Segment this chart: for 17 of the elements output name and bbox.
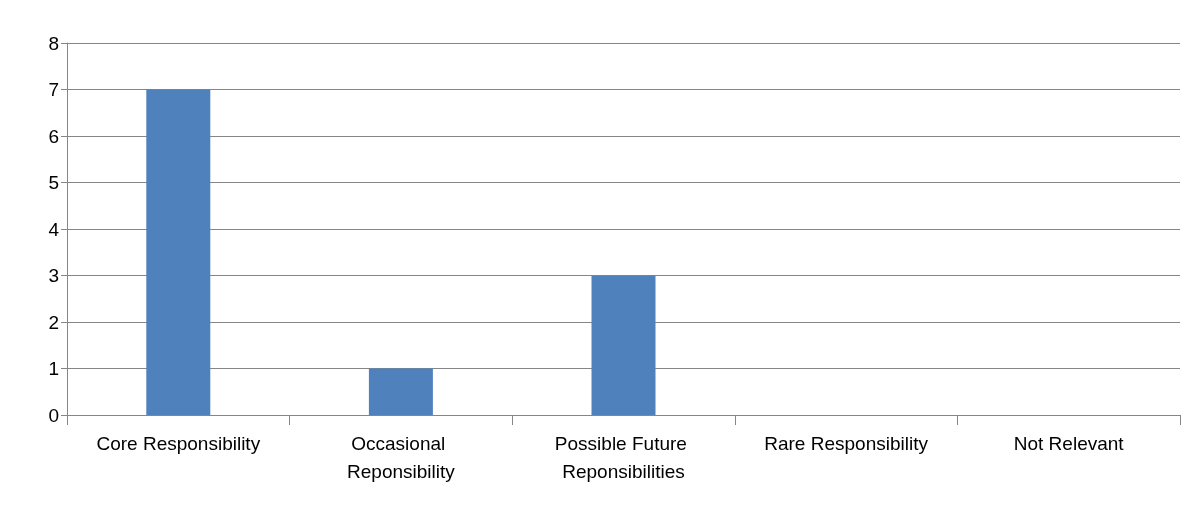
bar [591, 275, 656, 415]
y-tick-label: 8 [48, 32, 59, 54]
x-tick-label: Not Relevant [1013, 432, 1125, 454]
y-tick-label: 1 [48, 358, 59, 379]
y-tick-label: 5 [48, 172, 59, 193]
bar [146, 89, 211, 415]
y-tick-label: 0 [48, 404, 59, 426]
x-tick-label: Core Responsibility [96, 432, 261, 454]
bar [368, 368, 433, 415]
y-tick-label: 7 [48, 79, 59, 100]
y-tick-label: 4 [48, 218, 60, 240]
x-tick-label: Occasional Reponsibility [347, 432, 456, 482]
y-tick-label: 3 [48, 265, 59, 286]
x-tick-label: Rare Responsibility [764, 432, 929, 454]
x-tick-label: Possible Future Reponsibilities [554, 432, 693, 482]
y-tick-label: 2 [48, 311, 59, 333]
y-tick-label: 6 [48, 125, 59, 147]
